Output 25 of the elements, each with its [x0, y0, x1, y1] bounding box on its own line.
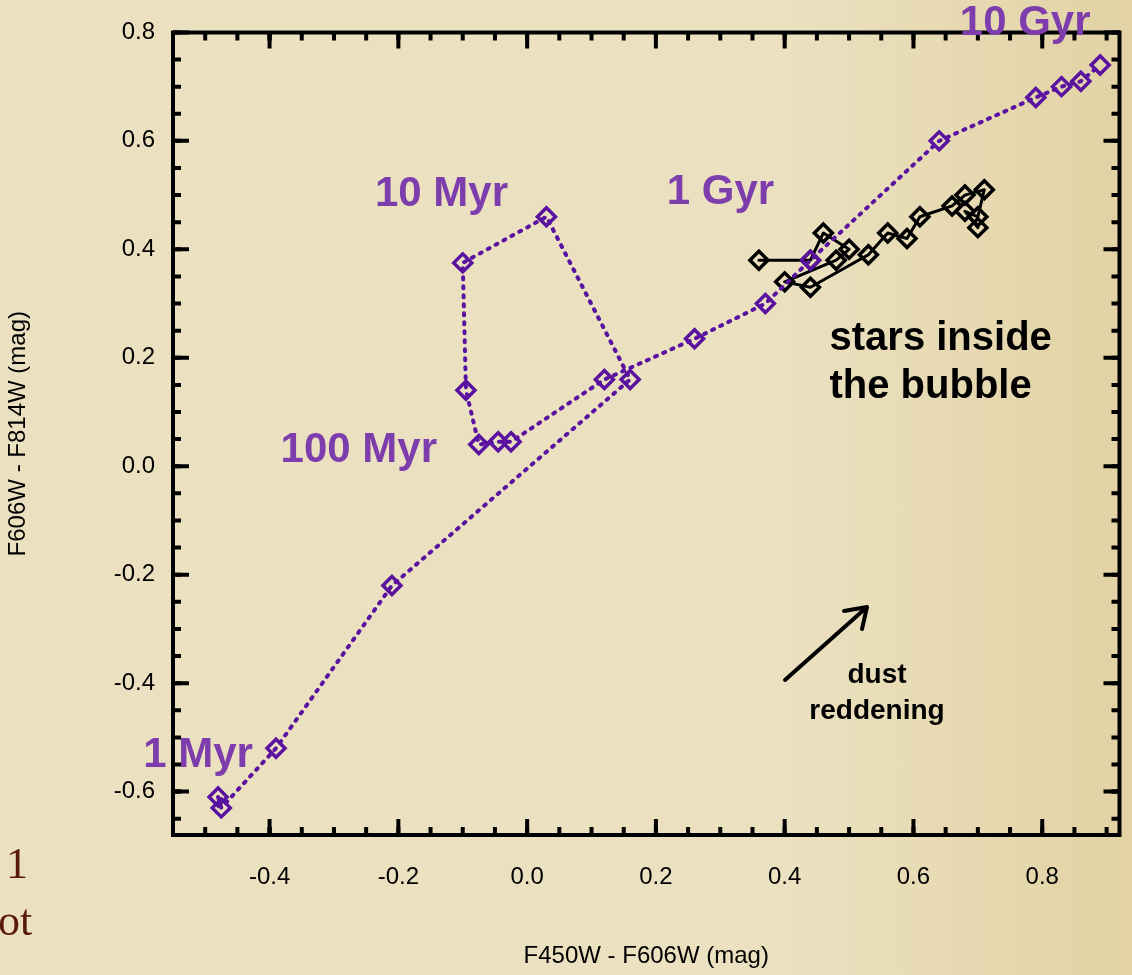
annotation: 100 Myr: [280, 424, 438, 472]
x-axis-title: F450W - F606W (mag): [523, 941, 769, 969]
x-tick-label: 0.8: [1025, 862, 1059, 890]
text: ot: [0, 895, 33, 946]
annotation: dust reddening: [808, 657, 946, 727]
x-tick-label: 0.2: [639, 862, 673, 890]
annotation: 10 Myr: [374, 168, 508, 216]
x-tick-label: 0.6: [896, 862, 931, 890]
y-tick-label: 0.4: [121, 233, 155, 261]
legend-label: stars inside the bubble: [829, 314, 1052, 407]
y-tick-label: -0.2: [113, 559, 155, 587]
y-tick-label: -0.4: [113, 667, 155, 695]
annotation: 1 Myr: [143, 728, 253, 776]
annotation: 1 Gyr: [666, 165, 775, 213]
x-tick-label: 0.0: [510, 862, 544, 890]
y-tick-label: 0.6: [121, 125, 155, 153]
text: 1: [6, 838, 28, 889]
x-tick-label: -0.4: [248, 862, 291, 890]
x-tick-label: -0.2: [377, 862, 420, 890]
y-axis-title: F606W - F814W (mag): [3, 311, 31, 557]
y-tick-label: 0.2: [121, 342, 155, 370]
y-tick-label: -0.6: [113, 776, 155, 804]
y-tick-label: 0.8: [121, 17, 155, 45]
x-tick-label: 0.4: [768, 862, 802, 890]
y-tick-label: 0.0: [121, 450, 155, 478]
